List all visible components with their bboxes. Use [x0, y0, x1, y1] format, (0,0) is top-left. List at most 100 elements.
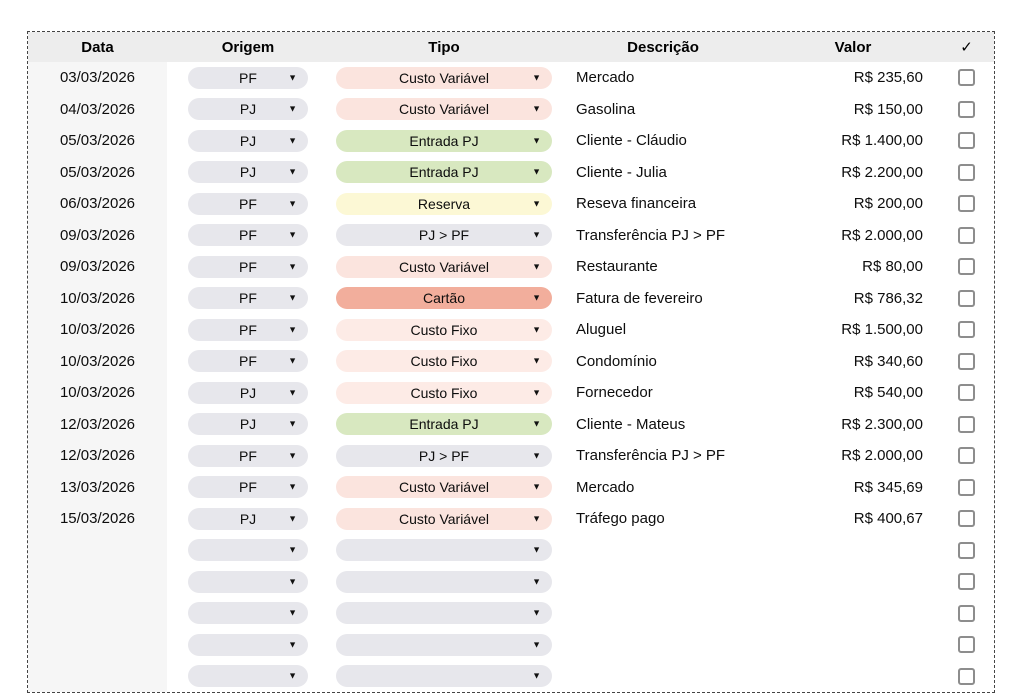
tipo-select[interactable]: PJ > PF ▼ [336, 444, 552, 467]
tipo-select[interactable]: Entrada PJ ▼ [336, 413, 552, 436]
row-checkbox[interactable] [958, 541, 975, 559]
tipo-select[interactable]: ▼ [336, 602, 552, 625]
origem-select[interactable]: PF ▼ [188, 318, 308, 341]
tipo-select-value: PJ > PF [418, 447, 470, 464]
tipo-select[interactable]: ▼ [336, 539, 552, 562]
chevron-down-icon: ▼ [288, 229, 297, 240]
origem-select[interactable]: PJ ▼ [188, 129, 308, 152]
origem-select[interactable]: PF ▼ [188, 255, 308, 278]
origem-select[interactable]: PJ ▼ [188, 507, 308, 530]
origem-select[interactable]: ▼ [188, 570, 308, 593]
table-row: 10/03/2026 PF ▼ Cartão ▼ Fatura de fever… [28, 282, 994, 314]
date-cell: 10/03/2026 [28, 314, 167, 346]
row-checkbox[interactable] [958, 100, 975, 118]
row-checkbox[interactable] [958, 195, 975, 213]
header-checkmark-icon: ✓ [960, 39, 973, 56]
chevron-down-icon: ▼ [288, 324, 297, 335]
valor-cell: R$ 345,69 [853, 478, 923, 496]
table-row: 10/03/2026 PF ▼ Custo Fixo ▼ Aluguel R$ … [28, 314, 994, 346]
origem-select[interactable]: ▼ [188, 633, 308, 656]
date-cell: 05/03/2026 [28, 125, 167, 157]
origem-select[interactable]: PF ▼ [188, 444, 308, 467]
origem-select[interactable]: PJ ▼ [188, 413, 308, 436]
row-checkbox[interactable] [958, 415, 975, 433]
row-checkbox[interactable] [958, 132, 975, 150]
tipo-select[interactable]: Custo Variável ▼ [336, 255, 552, 278]
tipo-select[interactable]: Custo Fixo ▼ [336, 381, 552, 404]
row-checkbox[interactable] [958, 69, 975, 87]
tipo-select[interactable]: ▼ [336, 570, 552, 593]
header-tipo: Tipo [428, 38, 460, 56]
chevron-down-icon: ▼ [532, 576, 541, 587]
tipo-select[interactable]: Custo Variável ▼ [336, 66, 552, 89]
table-row: 12/03/2026 PJ ▼ Entrada PJ ▼ Cliente - M… [28, 408, 994, 440]
descricao-cell: Mercado [576, 478, 635, 496]
row-checkbox[interactable] [958, 604, 975, 622]
header-descricao: Descrição [627, 38, 699, 56]
table-row: 10/03/2026 PJ ▼ Custo Fixo ▼ Fornecedor … [28, 377, 994, 409]
origem-select[interactable]: PF ▼ [188, 287, 308, 310]
row-checkbox[interactable] [958, 352, 975, 370]
row-checkbox[interactable] [958, 321, 975, 339]
tipo-select[interactable]: ▼ [336, 633, 552, 656]
date-cell: 03/03/2026 [28, 62, 167, 94]
chevron-down-icon: ▼ [532, 103, 541, 114]
table-row: 03/03/2026 PF ▼ Custo Variável ▼ Mercado… [28, 62, 994, 94]
origem-select[interactable]: PJ ▼ [188, 381, 308, 404]
table-row: ▼ ▼ [28, 660, 994, 692]
row-checkbox[interactable] [958, 478, 975, 496]
date-cell: 09/03/2026 [28, 219, 167, 251]
table-row: 06/03/2026 PF ▼ Reserva ▼ Reseva finance… [28, 188, 994, 220]
tipo-select[interactable]: Reserva ▼ [336, 192, 552, 215]
origem-select[interactable]: PF ▼ [188, 476, 308, 499]
tipo-select[interactable]: Entrada PJ ▼ [336, 161, 552, 184]
table-row: 04/03/2026 PJ ▼ Custo Variável ▼ Gasolin… [28, 93, 994, 125]
row-checkbox[interactable] [958, 226, 975, 244]
chevron-down-icon: ▼ [288, 450, 297, 461]
tipo-select[interactable]: Entrada PJ ▼ [336, 129, 552, 152]
chevron-down-icon: ▼ [288, 607, 297, 618]
tipo-select[interactable]: Custo Variável ▼ [336, 507, 552, 530]
date-cell: 10/03/2026 [28, 282, 167, 314]
descricao-cell: Cliente - Cláudio [576, 132, 687, 150]
chevron-down-icon: ▼ [288, 72, 297, 83]
row-checkbox[interactable] [958, 258, 975, 276]
descricao-cell: Cliente - Mateus [576, 415, 686, 433]
tipo-select[interactable]: Custo Variável ▼ [336, 476, 552, 499]
tipo-select[interactable]: Cartão ▼ [336, 287, 552, 310]
row-checkbox[interactable] [958, 573, 975, 591]
row-checkbox[interactable] [958, 289, 975, 307]
row-checkbox[interactable] [958, 510, 975, 528]
tipo-select[interactable]: ▼ [336, 665, 552, 688]
origem-select-value: PF [239, 447, 257, 464]
tipo-select-value: PJ > PF [418, 227, 470, 244]
descricao-cell: Aluguel [576, 321, 627, 339]
origem-select-value: PF [239, 258, 257, 275]
origem-select[interactable]: PF ▼ [188, 350, 308, 373]
row-checkbox[interactable] [958, 384, 975, 402]
origem-select[interactable]: ▼ [188, 665, 308, 688]
tipo-select[interactable]: Custo Fixo ▼ [336, 318, 552, 341]
row-checkbox[interactable] [958, 667, 975, 685]
descricao-cell: Fornecedor [576, 384, 653, 402]
origem-select[interactable]: PF ▼ [188, 192, 308, 215]
row-checkbox[interactable] [958, 163, 975, 181]
chevron-down-icon: ▼ [288, 481, 297, 492]
tipo-select[interactable]: Custo Variável ▼ [336, 98, 552, 121]
origem-select[interactable]: PJ ▼ [188, 98, 308, 121]
origem-select[interactable]: PF ▼ [188, 66, 308, 89]
chevron-down-icon: ▼ [288, 261, 297, 272]
tipo-select[interactable]: Custo Fixo ▼ [336, 350, 552, 373]
row-checkbox[interactable] [958, 447, 975, 465]
origem-select-value: PJ [239, 384, 257, 401]
origem-select[interactable]: ▼ [188, 602, 308, 625]
tipo-select[interactable]: PJ > PF ▼ [336, 224, 552, 247]
row-checkbox[interactable] [958, 636, 975, 654]
tipo-select-value: Custo Fixo [410, 353, 478, 370]
origem-select-value: PF [239, 227, 257, 244]
origem-select[interactable]: PJ ▼ [188, 161, 308, 184]
origem-select[interactable]: ▼ [188, 539, 308, 562]
chevron-down-icon: ▼ [288, 198, 297, 209]
origem-select[interactable]: PF ▼ [188, 224, 308, 247]
